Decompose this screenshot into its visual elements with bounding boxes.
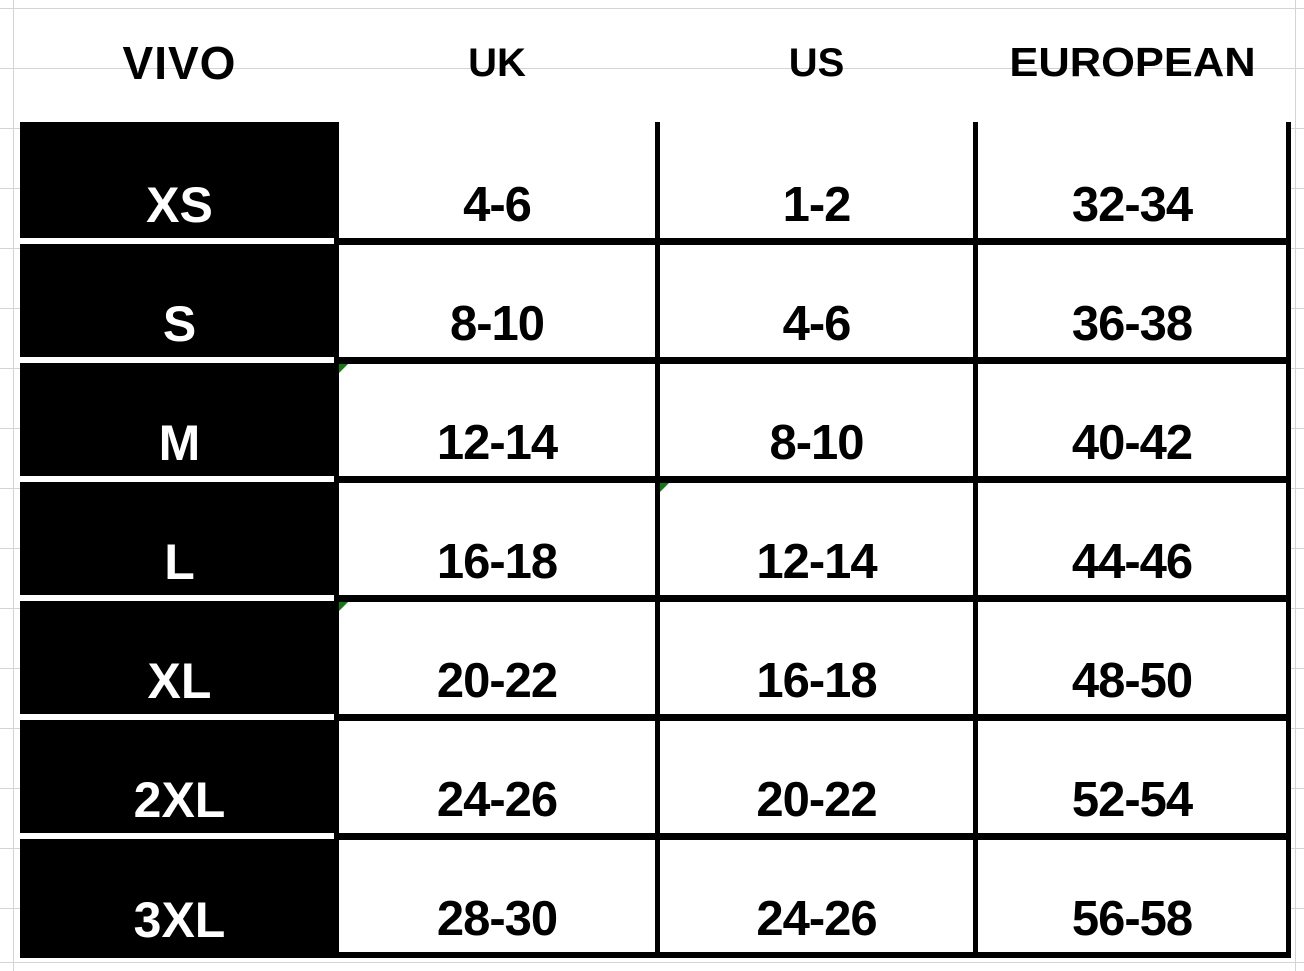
us-size-value: 16-18 — [756, 653, 877, 708]
size-chart-table: VIVO UK US EUROPEAN XS 4-6 — [20, 9, 1291, 958]
size-label: 2XL — [133, 772, 226, 828]
us-size-l: 12-14 — [657, 479, 978, 602]
size-cell-xs: XS — [20, 122, 339, 244]
eu-size-xs: 32-34 — [975, 122, 1291, 245]
size-label: XS — [146, 177, 213, 233]
table-row: XL 20-22 16-18 48-50 — [20, 598, 1291, 721]
size-cell-m: M — [20, 360, 339, 482]
table-row: 3XL 28-30 24-26 56-58 — [20, 836, 1291, 958]
size-label: XL — [147, 653, 212, 709]
size-label: M — [158, 415, 201, 471]
sheet-gridline-horizontal — [0, 962, 1304, 963]
column-header-us-label: US — [788, 40, 845, 85]
us-size-value: 1-2 — [782, 177, 852, 232]
column-header-vivo-label: VIVO — [122, 36, 237, 89]
uk-size-2xl: 24-26 — [336, 717, 660, 840]
uk-size-value: 24-26 — [436, 772, 558, 827]
table-row: S 8-10 4-6 36-38 — [20, 241, 1291, 364]
eu-size-m: 40-42 — [975, 360, 1291, 483]
table-row: XS 4-6 1-2 32-34 — [20, 122, 1291, 245]
us-size-value: 8-10 — [769, 415, 864, 470]
uk-size-m: 12-14 — [336, 360, 660, 483]
comment-marker-icon — [339, 601, 348, 611]
us-size-xl: 16-18 — [657, 598, 978, 721]
us-size-value: 24-26 — [756, 892, 877, 946]
uk-size-l: 16-18 — [336, 479, 660, 602]
us-size-value: 12-14 — [756, 534, 877, 589]
column-header-uk-label: UK — [468, 40, 526, 85]
eu-size-value: 48-50 — [1071, 653, 1193, 708]
us-size-2xl: 20-22 — [657, 717, 978, 840]
table-row: M 12-14 8-10 40-42 — [20, 360, 1291, 483]
eu-size-value: 40-42 — [1071, 415, 1193, 470]
us-size-m: 8-10 — [657, 360, 978, 483]
size-label: 3XL — [133, 891, 226, 948]
size-cell-s: S — [20, 241, 339, 363]
uk-size-value: 16-18 — [436, 534, 558, 589]
uk-size-xs: 4-6 — [336, 122, 660, 245]
size-cell-3xl: 3XL — [20, 836, 339, 958]
us-size-value: 20-22 — [756, 772, 877, 827]
uk-size-3xl: 28-30 — [336, 836, 660, 958]
table-row: L 16-18 12-14 44-46 — [20, 479, 1291, 602]
comment-marker-icon — [660, 482, 669, 492]
sheet-gridline-horizontal — [0, 68, 1304, 69]
size-cell-2xl: 2XL — [20, 717, 339, 839]
column-header-european: EUROPEAN — [976, 9, 1289, 122]
column-header-vivo: VIVO — [23, 9, 337, 122]
uk-size-value: 12-14 — [436, 415, 558, 470]
comment-marker-icon — [339, 363, 348, 373]
eu-size-value: 56-58 — [1071, 892, 1193, 946]
eu-size-l: 44-46 — [975, 479, 1291, 602]
eu-size-3xl: 56-58 — [975, 836, 1291, 958]
eu-size-value: 52-54 — [1071, 772, 1193, 827]
us-size-3xl: 24-26 — [657, 836, 978, 958]
column-header-uk: UK — [337, 9, 658, 122]
uk-size-value: 8-10 — [449, 296, 545, 351]
sheet-gridline-vertical — [13, 0, 14, 971]
table-header-row: VIVO UK US EUROPEAN — [23, 9, 1289, 122]
uk-size-value: 20-22 — [436, 653, 558, 708]
eu-size-s: 36-38 — [975, 241, 1291, 364]
us-size-s: 4-6 — [657, 241, 978, 364]
eu-size-value: 36-38 — [1071, 296, 1193, 351]
sheet-gridline-vertical — [1295, 0, 1296, 971]
uk-size-xl: 20-22 — [336, 598, 660, 721]
eu-size-value: 32-34 — [1071, 177, 1193, 232]
column-header-us: US — [658, 9, 976, 122]
table-row: 2XL 24-26 20-22 52-54 — [20, 717, 1291, 840]
uk-size-s: 8-10 — [336, 241, 660, 364]
size-label: L — [164, 534, 195, 590]
eu-size-value: 44-46 — [1071, 534, 1193, 589]
size-cell-l: L — [20, 479, 339, 601]
us-size-value: 4-6 — [782, 296, 852, 351]
uk-size-value: 4-6 — [463, 177, 532, 232]
us-size-xs: 1-2 — [657, 122, 978, 245]
size-label: S — [162, 296, 197, 352]
uk-size-value: 28-30 — [436, 892, 558, 946]
size-cell-xl: XL — [20, 598, 339, 720]
eu-size-xl: 48-50 — [975, 598, 1291, 721]
eu-size-2xl: 52-54 — [975, 717, 1291, 840]
column-header-european-label: EUROPEAN — [1008, 39, 1256, 85]
sheet-gridline-horizontal — [0, 8, 1304, 9]
